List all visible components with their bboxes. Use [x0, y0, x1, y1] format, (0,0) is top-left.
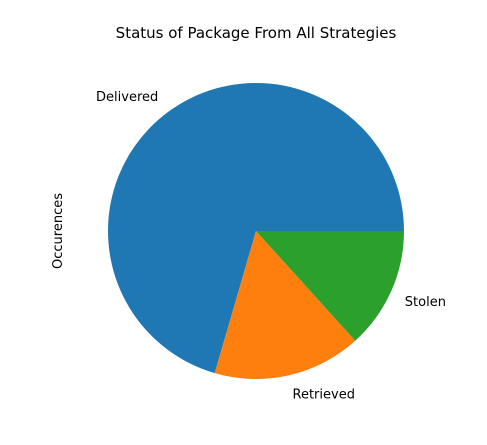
- pie-label-stolen: Stolen: [405, 295, 446, 310]
- pie-slices: [108, 83, 404, 379]
- chart-title: Status of Package From All Strategies: [116, 24, 397, 42]
- pie-slice-retrieved: [214, 231, 356, 379]
- pie-label-retrieved: Retrieved: [293, 387, 355, 402]
- pie-slice-delivered: [108, 83, 404, 374]
- y-axis-label: Occurences: [51, 193, 66, 269]
- pie-labels: Delivered Retrieved Stolen: [96, 90, 446, 403]
- pie-slice-stolen: [256, 231, 404, 341]
- pie-label-delivered: Delivered: [96, 90, 158, 105]
